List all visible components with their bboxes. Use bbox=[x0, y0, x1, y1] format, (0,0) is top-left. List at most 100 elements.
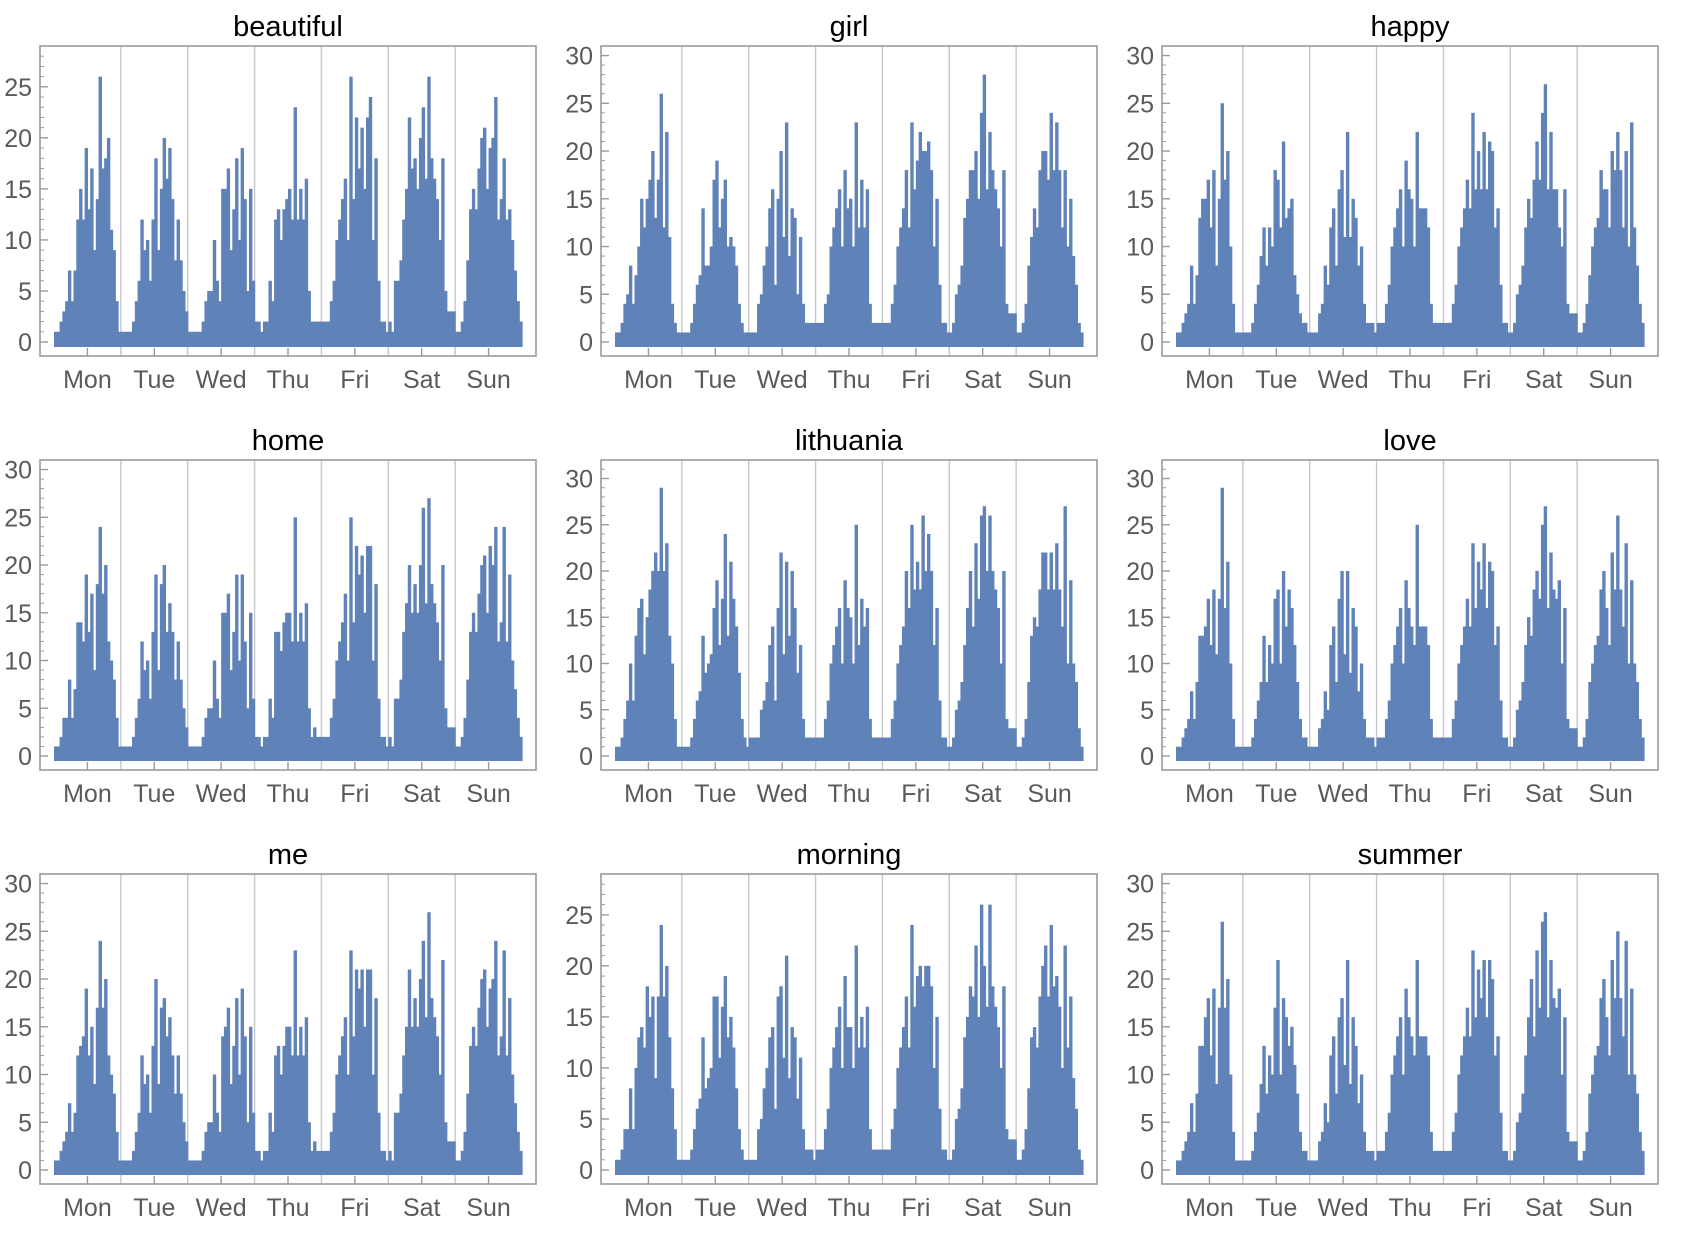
histogram-bar bbox=[226, 1007, 231, 1175]
histogram-bar bbox=[104, 565, 108, 761]
histogram-bar bbox=[1440, 322, 1445, 347]
histogram-bar bbox=[257, 736, 261, 761]
histogram-bar bbox=[340, 622, 345, 761]
x-tick-label: Sat bbox=[964, 1194, 1002, 1222]
histogram-bar bbox=[757, 1129, 761, 1175]
histogram-bar bbox=[935, 608, 939, 761]
histogram-bar bbox=[1632, 227, 1637, 347]
histogram-bar bbox=[751, 1159, 755, 1175]
histogram-bar bbox=[441, 158, 445, 347]
histogram-bar bbox=[1496, 208, 1500, 347]
histogram-bar bbox=[1284, 1017, 1289, 1175]
y-tick-label: 10 bbox=[565, 1055, 593, 1083]
histogram-bar bbox=[1365, 1150, 1369, 1175]
histogram-bar bbox=[279, 650, 284, 761]
histogram-bar bbox=[615, 332, 619, 347]
histogram-bar bbox=[662, 227, 666, 347]
histogram-bar bbox=[382, 736, 387, 761]
histogram-bar bbox=[662, 571, 666, 761]
histogram-bar bbox=[499, 622, 504, 761]
histogram-bar bbox=[1410, 626, 1414, 761]
histogram-bar bbox=[435, 622, 440, 761]
histogram-bar bbox=[706, 1078, 711, 1175]
histogram-bar bbox=[1521, 1093, 1525, 1175]
histogram-bar bbox=[1245, 332, 1250, 347]
histogram-bar bbox=[1038, 996, 1042, 1175]
histogram-bar bbox=[665, 543, 669, 761]
histogram-bar bbox=[452, 727, 456, 761]
histogram-bar bbox=[1270, 663, 1275, 761]
histogram-bar bbox=[640, 598, 644, 761]
histogram-bar bbox=[171, 631, 175, 761]
x-tick-label: Thu bbox=[266, 780, 309, 808]
histogram-bar bbox=[1401, 1074, 1406, 1175]
histogram-bar bbox=[1621, 227, 1626, 347]
histogram-bar bbox=[782, 1057, 786, 1175]
histogram-bar bbox=[112, 1093, 116, 1175]
histogram-bar bbox=[1607, 645, 1612, 761]
histogram-bar bbox=[982, 965, 987, 1175]
histogram-bar bbox=[179, 1093, 183, 1175]
x-tick-label: Sat bbox=[403, 1194, 441, 1222]
histogram-bar bbox=[771, 189, 775, 347]
histogram-bar bbox=[1320, 1131, 1325, 1175]
histogram-bar bbox=[1571, 728, 1575, 761]
histogram-bar bbox=[1540, 921, 1545, 1175]
histogram-bar bbox=[410, 612, 414, 761]
histogram-bar bbox=[1340, 571, 1344, 761]
histogram-bar bbox=[1437, 737, 1442, 761]
histogram-bar bbox=[904, 170, 909, 347]
histogram-bar bbox=[617, 746, 622, 761]
histogram-bar bbox=[1451, 1131, 1456, 1175]
histogram-bar bbox=[1532, 589, 1536, 761]
histogram-bar bbox=[1635, 265, 1640, 347]
histogram-bar bbox=[765, 682, 769, 761]
histogram-bar bbox=[1301, 1150, 1305, 1175]
histogram-bar bbox=[1052, 170, 1056, 347]
histogram-bar bbox=[701, 1037, 705, 1175]
histogram-bar bbox=[954, 294, 959, 347]
histogram-bar bbox=[418, 565, 423, 761]
histogram-bar bbox=[98, 940, 102, 1175]
histogram-bar bbox=[1454, 1112, 1458, 1175]
histogram-bar bbox=[260, 1160, 264, 1175]
histogram-bar bbox=[1437, 1150, 1442, 1175]
histogram-bar bbox=[455, 1160, 459, 1175]
x-tick-label: Sun bbox=[466, 366, 510, 394]
x-tick-label: Sun bbox=[1027, 780, 1071, 808]
histogram-bar bbox=[1504, 1150, 1509, 1175]
x-tick-label: Mon bbox=[624, 1194, 673, 1222]
histogram-bar bbox=[410, 168, 414, 347]
histogram-bar bbox=[67, 270, 72, 347]
histogram-bar bbox=[1044, 945, 1048, 1175]
histogram-bar bbox=[729, 561, 733, 761]
histogram-bar bbox=[737, 672, 741, 761]
histogram-bar bbox=[807, 1149, 811, 1175]
y-tick-label: 20 bbox=[1126, 966, 1154, 994]
histogram-bar bbox=[1368, 1150, 1372, 1175]
histogram-bar bbox=[860, 598, 864, 761]
histogram-bar bbox=[363, 1026, 367, 1175]
histogram-bar bbox=[865, 608, 870, 761]
histogram-bar bbox=[885, 737, 889, 761]
histogram-bar bbox=[798, 236, 803, 347]
histogram-bar bbox=[232, 1045, 236, 1175]
histogram-bar bbox=[1320, 719, 1325, 761]
histogram-bar bbox=[642, 1047, 647, 1175]
histogram-bar bbox=[896, 1067, 900, 1175]
histogram-bar bbox=[985, 189, 989, 347]
histogram-bar bbox=[449, 311, 453, 347]
histogram-bar bbox=[1474, 189, 1478, 347]
histogram-bar bbox=[801, 1129, 806, 1175]
histogram-bar bbox=[274, 219, 278, 347]
histogram-bar bbox=[1443, 322, 1447, 347]
histogram-bar bbox=[1016, 1159, 1020, 1175]
histogram-bar bbox=[893, 1108, 897, 1175]
histogram-bar bbox=[352, 1036, 356, 1175]
histogram-bar bbox=[1535, 141, 1539, 347]
y-tick-label: 10 bbox=[4, 648, 32, 676]
y-tick-label: 5 bbox=[18, 1109, 32, 1137]
histogram-bar bbox=[70, 1131, 75, 1175]
histogram-bar bbox=[1593, 645, 1598, 761]
chart-title: me bbox=[268, 839, 308, 871]
